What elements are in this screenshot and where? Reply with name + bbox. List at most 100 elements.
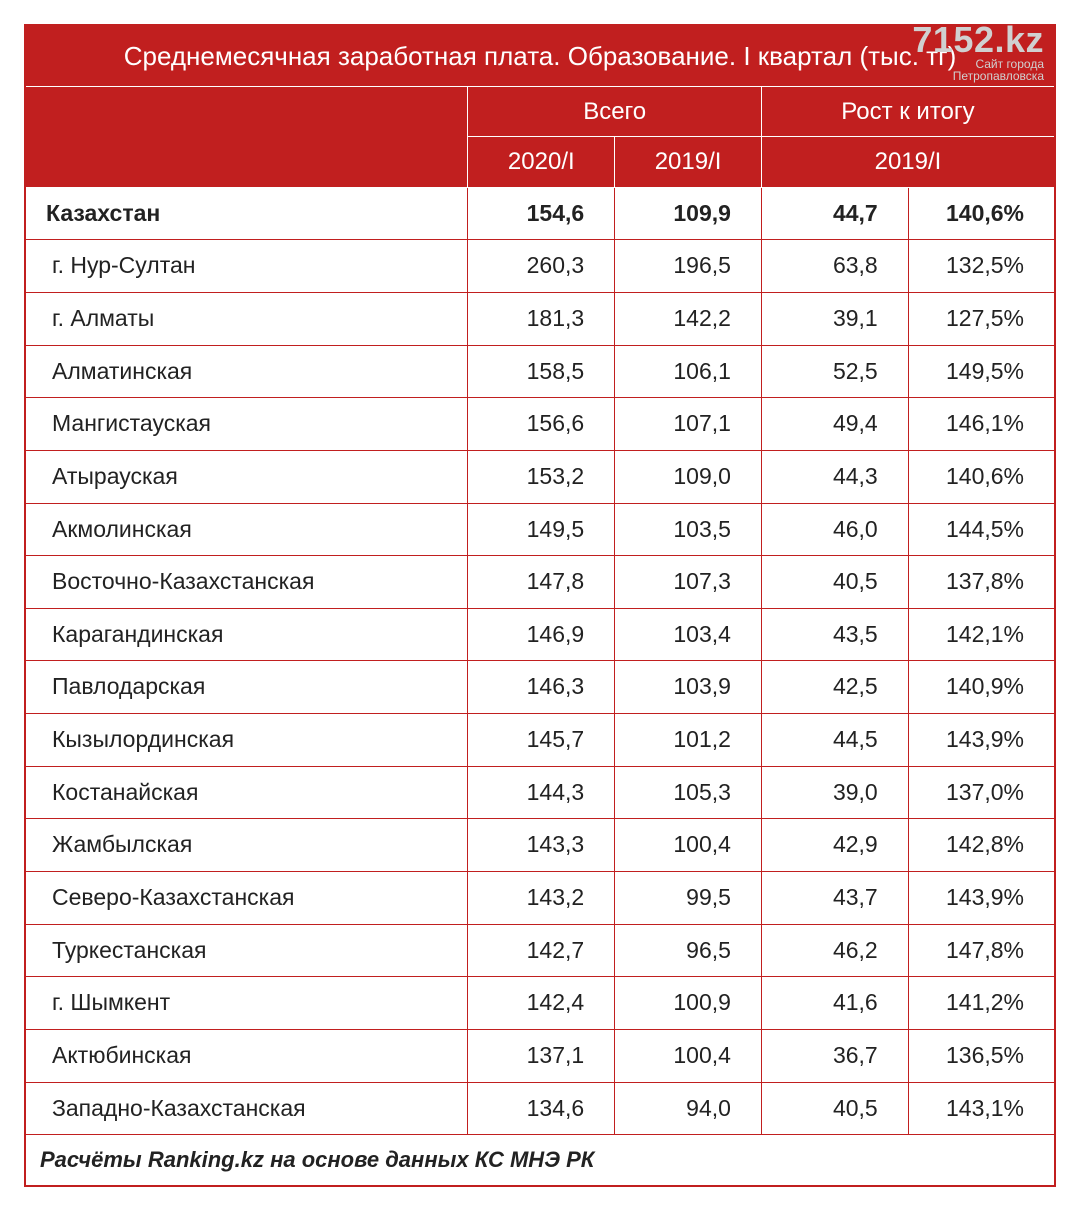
cell-growth-pct: 137,8% — [908, 556, 1055, 609]
table-row: Костанайская144,3105,339,0137,0% — [25, 766, 1055, 819]
cell-growth-abs: 43,5 — [761, 608, 908, 661]
cell-2020: 158,5 — [468, 345, 615, 398]
cell-growth-pct: 143,1% — [908, 1082, 1055, 1135]
cell-growth-abs: 40,5 — [761, 1082, 908, 1135]
cell-2020: 143,2 — [468, 872, 615, 925]
cell-region: Западно-Казахстанская — [25, 1082, 468, 1135]
cell-2019: 94,0 — [615, 1082, 762, 1135]
cell-growth-pct: 140,9% — [908, 661, 1055, 714]
table-row: Актюбинская137,1100,436,7136,5% — [25, 1029, 1055, 1082]
cell-growth-abs: 43,7 — [761, 872, 908, 925]
cell-growth-abs: 36,7 — [761, 1029, 908, 1082]
cell-growth-pct: 142,8% — [908, 819, 1055, 872]
table-row: Западно-Казахстанская134,694,040,5143,1% — [25, 1082, 1055, 1135]
table-row: г. Алматы181,3142,239,1127,5% — [25, 292, 1055, 345]
table-row: Алматинская158,5106,152,5149,5% — [25, 345, 1055, 398]
cell-growth-pct: 143,9% — [908, 872, 1055, 925]
cell-region: Атырауская — [25, 450, 468, 503]
cell-2019: 103,5 — [615, 503, 762, 556]
col-2019: 2019/I — [615, 137, 762, 187]
cell-region: Жамбылская — [25, 819, 468, 872]
cell-2019: 107,3 — [615, 556, 762, 609]
cell-growth-pct: 143,9% — [908, 714, 1055, 767]
cell-growth-abs: 39,1 — [761, 292, 908, 345]
cell-region: Северо-Казахстанская — [25, 872, 468, 925]
col-growth-period: 2019/I — [761, 137, 1055, 187]
cell-2020: 149,5 — [468, 503, 615, 556]
cell-region: г. Нур-Султан — [25, 240, 468, 293]
cell-2020: 145,7 — [468, 714, 615, 767]
cell-region: Кызылординская — [25, 714, 468, 767]
col-2020: 2020/I — [468, 137, 615, 187]
cell-region: Актюбинская — [25, 1029, 468, 1082]
table-row: Северо-Казахстанская143,299,543,7143,9% — [25, 872, 1055, 925]
table-row: Атырауская153,2109,044,3140,6% — [25, 450, 1055, 503]
cell-region: Алматинская — [25, 345, 468, 398]
table-title: Среднемесячная заработная плата. Образов… — [25, 25, 1055, 87]
table-row: г. Нур-Султан260,3196,563,8132,5% — [25, 240, 1055, 293]
salary-table: Среднемесячная заработная плата. Образов… — [24, 24, 1056, 1187]
col-group-growth: Рост к итогу — [761, 87, 1055, 137]
cell-growth-abs: 52,5 — [761, 345, 908, 398]
cell-growth-abs: 39,0 — [761, 766, 908, 819]
cell-2019: 100,9 — [615, 977, 762, 1030]
cell-2019: 106,1 — [615, 345, 762, 398]
cell-2020: 143,3 — [468, 819, 615, 872]
table-row: Кызылординская145,7101,244,5143,9% — [25, 714, 1055, 767]
cell-2019: 142,2 — [615, 292, 762, 345]
cell-growth-pct: 127,5% — [908, 292, 1055, 345]
table-row: Жамбылская143,3100,442,9142,8% — [25, 819, 1055, 872]
cell-2020: 260,3 — [468, 240, 615, 293]
cell-growth-pct: 149,5% — [908, 345, 1055, 398]
table-row: Восточно-Казахстанская147,8107,340,5137,… — [25, 556, 1055, 609]
cell-2019: 109,9 — [615, 187, 762, 240]
cell-region: Казахстан — [25, 187, 468, 240]
cell-2020: 142,4 — [468, 977, 615, 1030]
cell-growth-pct: 140,6% — [908, 450, 1055, 503]
col-blank — [25, 87, 468, 187]
cell-2020: 144,3 — [468, 766, 615, 819]
cell-growth-abs: 49,4 — [761, 398, 908, 451]
cell-growth-pct: 144,5% — [908, 503, 1055, 556]
table-row: г. Шымкент142,4100,941,6141,2% — [25, 977, 1055, 1030]
cell-2019: 109,0 — [615, 450, 762, 503]
table-footer: Расчёты Ranking.kz на основе данных КС М… — [25, 1135, 1055, 1187]
cell-growth-abs: 44,7 — [761, 187, 908, 240]
cell-2020: 134,6 — [468, 1082, 615, 1135]
col-group-total: Всего — [468, 87, 762, 137]
cell-2020: 181,3 — [468, 292, 615, 345]
cell-growth-abs: 46,0 — [761, 503, 908, 556]
table-row: Карагандинская146,9103,443,5142,1% — [25, 608, 1055, 661]
cell-region: Карагандинская — [25, 608, 468, 661]
cell-2019: 103,9 — [615, 661, 762, 714]
cell-2019: 107,1 — [615, 398, 762, 451]
cell-region: Костанайская — [25, 766, 468, 819]
cell-region: Павлодарская — [25, 661, 468, 714]
table-row: Павлодарская146,3103,942,5140,9% — [25, 661, 1055, 714]
cell-2019: 105,3 — [615, 766, 762, 819]
cell-growth-pct: 140,6% — [908, 187, 1055, 240]
cell-growth-pct: 137,0% — [908, 766, 1055, 819]
cell-growth-abs: 42,5 — [761, 661, 908, 714]
cell-2020: 153,2 — [468, 450, 615, 503]
table-row: Акмолинская149,5103,546,0144,5% — [25, 503, 1055, 556]
cell-2019: 196,5 — [615, 240, 762, 293]
cell-growth-pct: 141,2% — [908, 977, 1055, 1030]
table-row: Казахстан154,6109,944,7140,6% — [25, 187, 1055, 240]
cell-2019: 99,5 — [615, 872, 762, 925]
table-row: Мангистауская156,6107,149,4146,1% — [25, 398, 1055, 451]
cell-2020: 154,6 — [468, 187, 615, 240]
cell-2020: 156,6 — [468, 398, 615, 451]
cell-growth-pct: 136,5% — [908, 1029, 1055, 1082]
cell-region: г. Алматы — [25, 292, 468, 345]
cell-region: Восточно-Казахстанская — [25, 556, 468, 609]
cell-growth-abs: 44,3 — [761, 450, 908, 503]
cell-growth-abs: 44,5 — [761, 714, 908, 767]
cell-region: г. Шымкент — [25, 977, 468, 1030]
cell-growth-pct: 146,1% — [908, 398, 1055, 451]
cell-2019: 100,4 — [615, 1029, 762, 1082]
cell-2020: 137,1 — [468, 1029, 615, 1082]
cell-growth-abs: 40,5 — [761, 556, 908, 609]
cell-2019: 103,4 — [615, 608, 762, 661]
cell-2020: 146,9 — [468, 608, 615, 661]
